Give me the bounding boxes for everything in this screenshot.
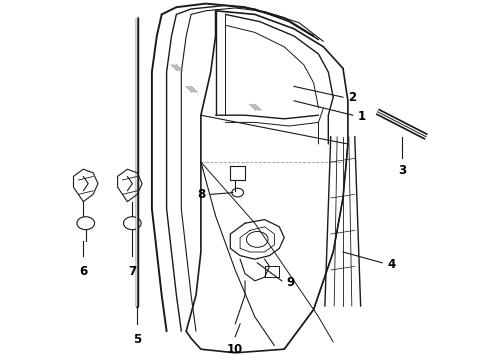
- Text: 10: 10: [227, 343, 244, 356]
- Text: 5: 5: [133, 333, 141, 346]
- Text: 6: 6: [79, 265, 87, 278]
- Text: 9: 9: [287, 276, 295, 289]
- Text: 7: 7: [128, 265, 136, 278]
- Text: 8: 8: [197, 188, 206, 201]
- Text: 4: 4: [387, 258, 395, 271]
- Text: 1: 1: [358, 111, 366, 123]
- Text: 2: 2: [348, 91, 356, 104]
- Text: 3: 3: [398, 164, 406, 177]
